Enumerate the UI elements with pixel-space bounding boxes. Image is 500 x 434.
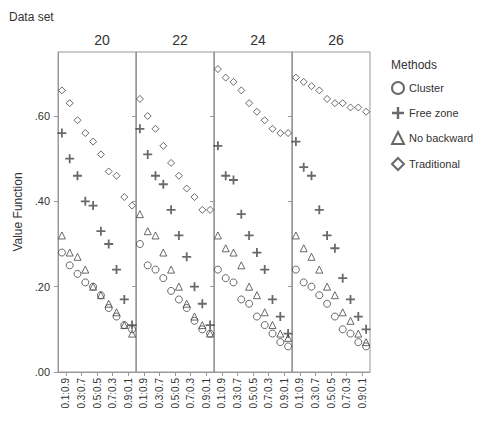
svg-text:Cluster: Cluster: [409, 82, 444, 94]
svg-text:0.9:0.1: 0.9:0.1: [357, 378, 368, 409]
svg-text:Value Function: Value Function: [11, 172, 25, 251]
svg-text:22: 22: [172, 32, 188, 48]
svg-text:Free zone: Free zone: [409, 107, 459, 119]
svg-text:.40: .40: [35, 195, 50, 207]
svg-text:0.1:0.9: 0.1:0.9: [138, 378, 149, 409]
svg-text:0.1:0.9: 0.1:0.9: [60, 378, 71, 409]
svg-text:0.7:0.3: 0.7:0.3: [263, 378, 274, 409]
svg-text:0.1:0.9: 0.1:0.9: [294, 378, 305, 409]
svg-text:0.9:0.1: 0.9:0.1: [123, 378, 134, 409]
svg-text:.20: .20: [35, 281, 50, 293]
svg-text:0.5:0.5: 0.5:0.5: [92, 378, 103, 409]
svg-text:0.9:0.1: 0.9:0.1: [279, 378, 290, 409]
svg-text:0.5:0.5: 0.5:0.5: [248, 378, 259, 409]
svg-text:Methods: Methods: [391, 58, 437, 72]
svg-text:No backward: No backward: [409, 132, 473, 144]
svg-text:26: 26: [328, 32, 344, 48]
svg-text:0.7:0.3: 0.7:0.3: [341, 378, 352, 409]
svg-text:0.9:0.1: 0.9:0.1: [201, 378, 212, 409]
svg-text:0.3:0.7: 0.3:0.7: [154, 378, 165, 409]
svg-text:0.5:0.5: 0.5:0.5: [170, 378, 181, 409]
svg-text:Traditional: Traditional: [409, 158, 460, 170]
svg-text:.60: .60: [35, 110, 50, 122]
svg-text:0.7:0.3: 0.7:0.3: [107, 378, 118, 409]
svg-text:24: 24: [250, 32, 266, 48]
svg-text:.00: .00: [35, 366, 50, 378]
svg-text:20: 20: [94, 32, 110, 48]
svg-text:Data set: Data set: [9, 10, 54, 24]
svg-text:0.1:0.9: 0.1:0.9: [216, 378, 227, 409]
svg-text:0.5:0.5: 0.5:0.5: [326, 378, 337, 409]
svg-text:0.7:0.3: 0.7:0.3: [185, 378, 196, 409]
svg-text:0.3:0.7: 0.3:0.7: [232, 378, 243, 409]
svg-text:0.3:0.7: 0.3:0.7: [76, 378, 87, 409]
svg-text:0.3:0.7: 0.3:0.7: [310, 378, 321, 409]
